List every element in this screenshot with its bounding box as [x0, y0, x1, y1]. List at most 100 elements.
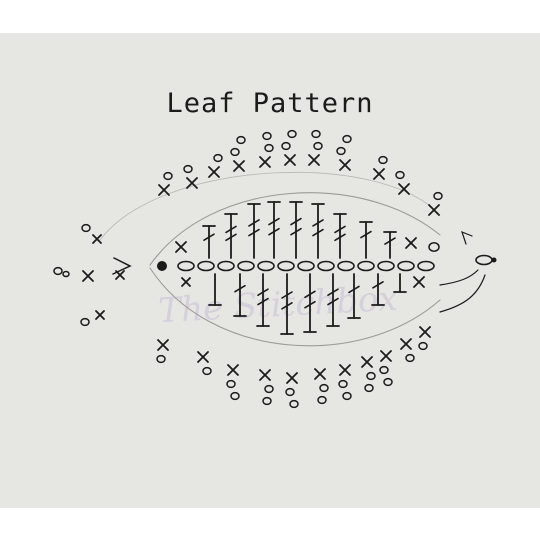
- stitch-post: [371, 273, 385, 306]
- picot-loop: [262, 396, 272, 406]
- chain-oval: [317, 260, 335, 272]
- sc-x-mark: [380, 350, 392, 362]
- sc-x-mark: [227, 364, 239, 376]
- picot-loop: [336, 146, 346, 156]
- stitch-post: [267, 201, 281, 259]
- diagram-title: Leaf Pattern: [166, 88, 374, 119]
- slip-dot: [491, 257, 497, 263]
- picot-loop: [163, 171, 173, 181]
- picot-loop: [428, 242, 440, 252]
- picot-loop: [418, 341, 428, 351]
- sc-x-mark: [419, 326, 431, 338]
- picot-loop: [236, 135, 246, 145]
- arrow-end: [439, 269, 479, 286]
- chain-oval: [337, 260, 355, 272]
- sc-x-mark: [181, 277, 191, 287]
- picot-loop: [287, 129, 297, 139]
- arrow-start: [112, 257, 132, 275]
- sc-x-mark: [208, 166, 220, 178]
- stitch-post: [247, 203, 261, 259]
- sc-x-mark: [175, 241, 187, 253]
- picot-loop: [378, 155, 388, 165]
- picot-loop: [262, 131, 272, 141]
- arrow-up: [461, 230, 473, 245]
- picot-loop: [183, 164, 193, 174]
- stitch-post: [256, 273, 270, 327]
- sc-x-mark: [373, 168, 385, 180]
- sc-x-mark: [259, 156, 271, 168]
- picot-loop: [81, 223, 91, 233]
- picot-loop: [313, 141, 323, 151]
- picot-loop: [433, 191, 443, 201]
- picot-loop: [383, 377, 393, 387]
- picot-loop: [80, 317, 90, 327]
- sc-x-mark: [400, 338, 412, 350]
- chain-oval: [397, 260, 415, 272]
- sc-x-mark: [157, 339, 169, 351]
- stitch-post: [303, 273, 317, 333]
- chain-oval: [377, 260, 395, 272]
- picot-loop: [62, 270, 70, 278]
- sc-x-mark: [405, 237, 417, 249]
- chain-oval: [237, 260, 255, 272]
- sc-x-mark: [115, 270, 125, 280]
- picot-loop: [264, 143, 274, 153]
- picot-loop: [281, 141, 291, 151]
- picot-loop: [230, 391, 240, 401]
- picot-loop: [364, 383, 374, 393]
- sc-x-mark: [186, 177, 198, 189]
- chain-oval: [257, 260, 275, 272]
- stitch-post: [393, 273, 407, 293]
- stitch-post: [202, 225, 216, 259]
- picot-loop: [226, 379, 236, 389]
- stitch-post: [326, 273, 340, 327]
- stitch-post: [311, 203, 325, 259]
- sc-x-mark: [82, 270, 94, 282]
- picot-loop: [202, 366, 212, 376]
- picot-loop: [311, 129, 321, 139]
- picot-loop: [366, 371, 376, 381]
- stitch-post: [224, 213, 238, 259]
- guide-curve-bottom: [149, 267, 441, 347]
- sc-x-mark: [314, 368, 326, 380]
- picot-loop: [319, 383, 329, 393]
- picot-loop: [342, 134, 352, 144]
- arrow-return: [439, 274, 486, 313]
- chain-oval: [177, 260, 195, 272]
- chain-oval: [417, 260, 435, 272]
- stitch-post: [333, 213, 347, 259]
- stitch-post: [347, 273, 361, 319]
- picot-loop: [405, 353, 415, 363]
- sc-x-mark: [95, 310, 105, 320]
- stitch-post: [233, 273, 247, 317]
- sc-x-mark: [197, 351, 209, 363]
- stitch-post: [208, 273, 222, 306]
- picot-loop: [342, 391, 352, 401]
- chain-oval: [277, 260, 295, 272]
- picot-loop: [285, 387, 295, 397]
- sc-x-mark: [284, 154, 296, 166]
- sc-x-mark: [286, 372, 298, 384]
- chain-oval: [217, 260, 235, 272]
- picot-loop: [156, 354, 166, 364]
- chain-oval: [297, 260, 315, 272]
- sc-x-mark: [413, 276, 425, 288]
- sc-x-mark: [259, 369, 271, 381]
- stitch-post: [280, 273, 294, 335]
- sc-x-mark: [308, 154, 320, 166]
- sc-x-mark: [339, 159, 351, 171]
- sc-x-mark: [428, 204, 440, 216]
- picot-loop: [395, 170, 405, 180]
- chain-oval: [357, 260, 375, 272]
- chain-oval: [475, 254, 493, 266]
- picot-loop: [53, 266, 63, 276]
- sc-x-mark: [92, 234, 102, 244]
- picot-loop: [289, 399, 299, 409]
- picot-loop: [338, 379, 348, 389]
- stitch-post: [289, 201, 303, 259]
- picot-loop: [230, 147, 240, 157]
- picot-loop: [264, 384, 274, 394]
- guide-curve-top: [149, 192, 441, 266]
